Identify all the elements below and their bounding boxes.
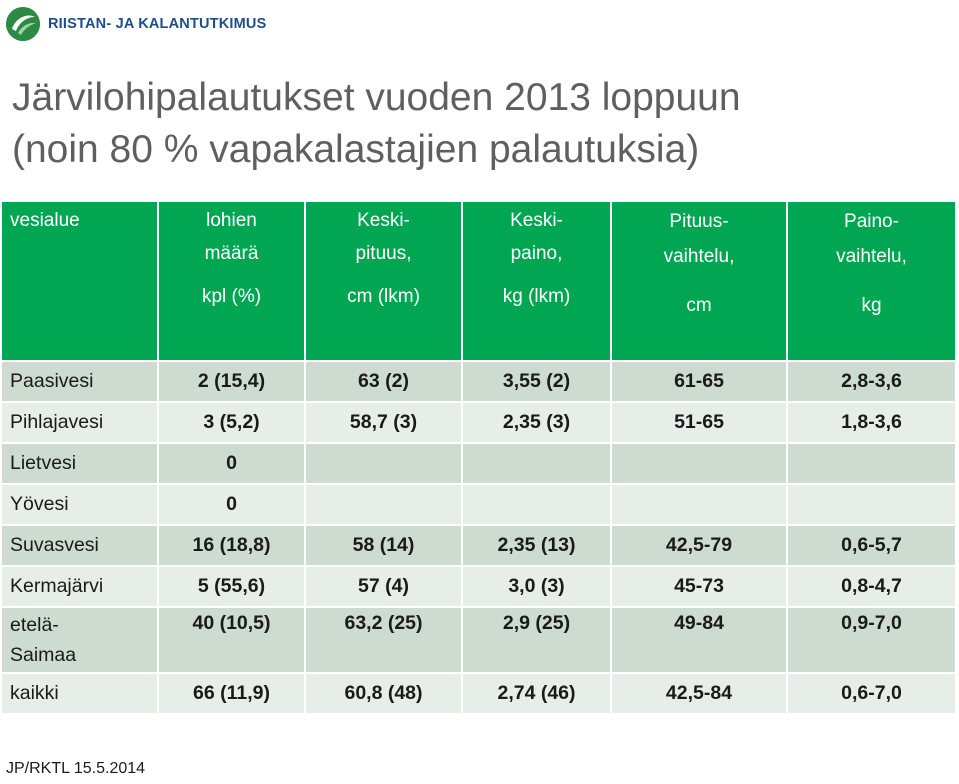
- cell-painovaihtelu: 0,8-4,7: [786, 565, 957, 608]
- table-row: etelä- Saimaa 40 (10,5) 63,2 (25) 2,9 (2…: [0, 606, 957, 674]
- cell-vesialue: Yövesi: [0, 483, 159, 526]
- cell-pituusvaihtelu: [610, 483, 788, 526]
- cell-paino: 2,9 (25): [461, 606, 612, 674]
- cell-pituus: 58,7 (3): [304, 401, 463, 444]
- cell-vesialue: Lietvesi: [0, 442, 159, 485]
- table-row: kaikki 66 (11,9) 60,8 (48) 2,74 (46) 42,…: [0, 672, 957, 715]
- table-row: Paasivesi 2 (15,4) 63 (2) 3,55 (2) 61-65…: [0, 360, 957, 403]
- header-painovaihtelu: Paino- vaihtelu, kg: [786, 200, 957, 362]
- salmon-returns-table: vesialue lohien määrä kpl (%) Keski- pit…: [0, 200, 957, 715]
- cell-pituus: 57 (4): [304, 565, 463, 608]
- header-vesialue: vesialue: [0, 200, 159, 362]
- cell-painovaihtelu: 2,8-3,6: [786, 360, 957, 403]
- table-row: Lietvesi 0: [0, 442, 957, 485]
- header-keskipaino: Keski- paino, kg (lkm): [461, 200, 612, 362]
- cell-paino: 2,35 (3): [461, 401, 612, 444]
- cell-pituusvaihtelu: 51-65: [610, 401, 788, 444]
- cell-maara: 3 (5,2): [157, 401, 306, 444]
- cell-maara: 40 (10,5): [157, 606, 306, 674]
- header-pituusvaihtelu: Pituus- vaihtelu, cm: [610, 200, 788, 362]
- cell-paino: 3,0 (3): [461, 565, 612, 608]
- cell-pituusvaihtelu: 45-73: [610, 565, 788, 608]
- title-line-2: (noin 80 % vapakalastajien palautuksia): [12, 128, 700, 171]
- cell-paino: [461, 442, 612, 485]
- header-lohien-maara: lohien määrä kpl (%): [157, 200, 306, 362]
- cell-pituus: 63,2 (25): [304, 606, 463, 674]
- cell-vesialue: Suvasvesi: [0, 524, 159, 567]
- cell-vesialue: Paasivesi: [0, 360, 159, 403]
- cell-maara: 66 (11,9): [157, 672, 306, 715]
- cell-pituusvaihtelu: [610, 442, 788, 485]
- table-row: Yövesi 0: [0, 483, 957, 526]
- table-row: Pihlajavesi 3 (5,2) 58,7 (3) 2,35 (3) 51…: [0, 401, 957, 444]
- cell-pituusvaihtelu: 49-84: [610, 606, 788, 674]
- cell-paino: 2,74 (46): [461, 672, 612, 715]
- header-keskipituus: Keski- pituus, cm (lkm): [304, 200, 463, 362]
- cell-pituusvaihtelu: 42,5-84: [610, 672, 788, 715]
- cell-pituus: 63 (2): [304, 360, 463, 403]
- cell-painovaihtelu: 0,6-5,7: [786, 524, 957, 567]
- logo-text: RIISTAN- JA KALANTUTKIMUS: [48, 16, 267, 32]
- cell-maara: 5 (55,6): [157, 565, 306, 608]
- logo: RIISTAN- JA KALANTUTKIMUS: [6, 4, 266, 44]
- page-title: Järvilohipalautukset vuoden 2013 loppuun…: [12, 72, 942, 176]
- cell-paino: 2,35 (13): [461, 524, 612, 567]
- cell-vesialue: Pihlajavesi: [0, 401, 159, 444]
- cell-vesialue: Kermajärvi: [0, 565, 159, 608]
- footer-credit: JP/RKTL 15.5.2014: [6, 760, 146, 777]
- cell-maara: 16 (18,8): [157, 524, 306, 567]
- cell-pituusvaihtelu: 42,5-79: [610, 524, 788, 567]
- cell-paino: [461, 483, 612, 526]
- cell-painovaihtelu: 0,6-7,0: [786, 672, 957, 715]
- cell-painovaihtelu: 1,8-3,6: [786, 401, 957, 444]
- table-row: Kermajärvi 5 (55,6) 57 (4) 3,0 (3) 45-73…: [0, 565, 957, 608]
- cell-painovaihtelu: [786, 483, 957, 526]
- cell-vesialue: etelä- Saimaa: [0, 606, 159, 674]
- cell-pituus: 58 (14): [304, 524, 463, 567]
- title-line-1: Järvilohipalautukset vuoden 2013 loppuun: [12, 76, 741, 119]
- cell-pituus: [304, 442, 463, 485]
- cell-pituus: [304, 483, 463, 526]
- cell-vesialue: kaikki: [0, 672, 159, 715]
- table-header-row: vesialue lohien määrä kpl (%) Keski- pit…: [0, 200, 957, 362]
- cell-painovaihtelu: [786, 442, 957, 485]
- table-row: Suvasvesi 16 (18,8) 58 (14) 2,35 (13) 42…: [0, 524, 957, 567]
- cell-maara: 2 (15,4): [157, 360, 306, 403]
- fish-logo-icon: [6, 7, 40, 41]
- cell-paino: 3,55 (2): [461, 360, 612, 403]
- cell-maara: 0: [157, 442, 306, 485]
- cell-maara: 0: [157, 483, 306, 526]
- cell-painovaihtelu: 0,9-7,0: [786, 606, 957, 674]
- cell-pituus: 60,8 (48): [304, 672, 463, 715]
- cell-pituusvaihtelu: 61-65: [610, 360, 788, 403]
